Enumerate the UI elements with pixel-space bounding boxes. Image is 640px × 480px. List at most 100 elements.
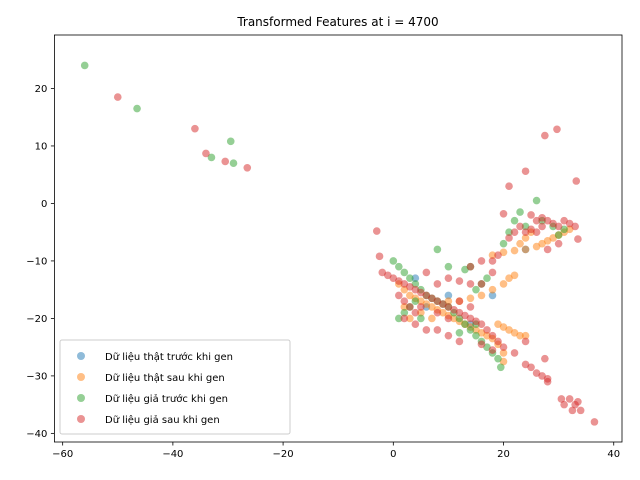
legend-marker — [77, 352, 85, 360]
x-tick-label: 20 — [497, 449, 510, 460]
data-point — [444, 314, 453, 323]
data-point — [411, 274, 420, 282]
data-point — [554, 222, 563, 231]
data-point — [488, 251, 497, 259]
data-point — [433, 308, 442, 317]
data-point — [395, 314, 403, 323]
data-point — [494, 354, 502, 363]
data-point — [221, 157, 230, 166]
data-point — [202, 149, 210, 158]
data-point — [444, 291, 453, 300]
data-point — [488, 285, 497, 294]
legend-label: Dữ liệu thật sau khi gen — [105, 372, 225, 384]
data-point — [461, 320, 469, 328]
data-point — [499, 349, 508, 357]
data-point — [229, 159, 238, 167]
data-point — [572, 177, 581, 185]
data-point — [541, 131, 549, 140]
data-point — [516, 239, 524, 248]
data-point — [455, 277, 464, 285]
data-point — [406, 314, 414, 323]
data-point — [538, 222, 546, 231]
data-point — [488, 346, 497, 354]
data-point — [557, 395, 566, 403]
y-tick-label: −20 — [26, 314, 47, 325]
data-point — [477, 280, 486, 288]
data-point — [543, 245, 552, 254]
data-point — [494, 251, 502, 259]
data-point — [510, 349, 519, 357]
data-point — [417, 308, 425, 317]
data-point — [477, 340, 486, 349]
data-point — [568, 406, 577, 415]
data-point — [389, 257, 398, 265]
data-point — [395, 262, 403, 271]
data-point — [477, 257, 486, 265]
data-point — [113, 93, 122, 101]
data-point — [538, 214, 546, 222]
data-point — [521, 234, 530, 242]
data-point — [554, 239, 563, 248]
ticks-layer: −60 −40 −20 0 20 40 −40 −30 −20 −10 0 10 20 — [26, 84, 620, 460]
legend: Dữ liệu thật trước khi gen Dữ liệu thật s… — [59, 339, 291, 435]
data-point — [527, 363, 535, 372]
y-tick-label: −30 — [26, 371, 47, 382]
data-point — [400, 268, 409, 277]
data-point — [499, 280, 508, 288]
data-point — [541, 354, 549, 363]
data-point — [472, 285, 480, 294]
legend-label: Dữ liệu giả sau khi gen — [105, 414, 220, 426]
data-point — [521, 331, 530, 340]
data-point — [554, 231, 563, 239]
points-layer — [80, 61, 599, 426]
legend-marker — [77, 394, 85, 402]
data-point — [510, 271, 519, 280]
y-tick-label: 20 — [35, 84, 48, 95]
x-tick-label: 40 — [607, 449, 620, 460]
data-point — [560, 400, 568, 409]
data-point — [543, 374, 552, 383]
data-point — [444, 331, 453, 340]
data-point — [576, 406, 585, 415]
data-point — [191, 124, 199, 133]
data-point — [411, 297, 420, 305]
data-point — [521, 337, 530, 346]
data-point — [477, 320, 486, 328]
x-tick-label: −60 — [52, 449, 73, 460]
data-point — [417, 303, 425, 311]
data-point — [521, 167, 530, 176]
data-point — [433, 326, 442, 334]
data-point — [488, 257, 497, 265]
data-point — [400, 303, 409, 311]
y-tick-label: −10 — [26, 256, 47, 267]
data-point — [532, 196, 541, 205]
data-point — [226, 137, 235, 146]
data-point — [499, 239, 508, 248]
data-point — [494, 337, 502, 346]
y-tick-label: 0 — [41, 199, 47, 210]
data-point — [516, 222, 524, 231]
data-point — [466, 303, 475, 311]
data-point — [411, 320, 420, 328]
data-point — [505, 182, 513, 190]
legend-label: Dữ liệu giả trước khi gen — [105, 393, 228, 405]
data-point — [516, 331, 524, 340]
data-point — [80, 61, 89, 70]
data-point — [565, 395, 574, 403]
data-point — [510, 216, 519, 225]
data-point — [466, 294, 475, 303]
data-point — [590, 418, 599, 426]
x-tick-label: 0 — [390, 449, 396, 460]
data-point — [433, 280, 442, 288]
x-tick-label: −40 — [162, 449, 183, 460]
legend-marker — [77, 415, 85, 423]
data-point — [422, 326, 431, 334]
chart-title: Transformed Features at i = 4700 — [236, 15, 438, 29]
plot-frame — [54, 34, 623, 443]
data-point — [466, 262, 475, 271]
data-point — [571, 222, 579, 231]
data-point — [488, 291, 497, 300]
data-point — [472, 331, 480, 340]
data-point — [422, 268, 431, 277]
data-point — [455, 337, 464, 346]
